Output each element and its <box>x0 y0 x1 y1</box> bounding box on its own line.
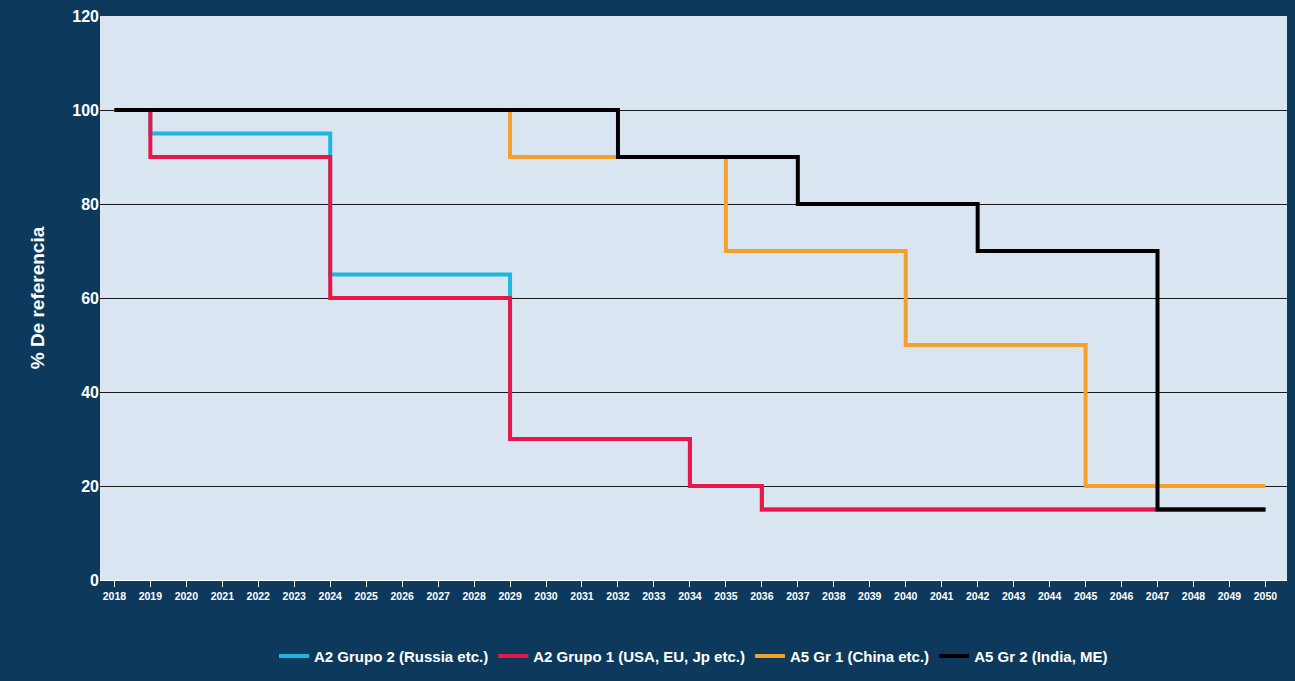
svg-text:120: 120 <box>72 8 99 25</box>
svg-text:2047: 2047 <box>1146 590 1170 602</box>
svg-text:2018: 2018 <box>103 590 127 602</box>
svg-text:2034: 2034 <box>678 590 702 602</box>
svg-text:2043: 2043 <box>1002 590 1026 602</box>
svg-text:60: 60 <box>81 290 99 307</box>
svg-text:40: 40 <box>81 384 99 401</box>
svg-text:2048: 2048 <box>1182 590 1206 602</box>
svg-text:2023: 2023 <box>283 590 307 602</box>
svg-text:2033: 2033 <box>642 590 666 602</box>
svg-text:2035: 2035 <box>714 590 738 602</box>
svg-text:2050: 2050 <box>1254 590 1278 602</box>
svg-text:2028: 2028 <box>462 590 486 602</box>
svg-text:2024: 2024 <box>319 590 343 602</box>
svg-text:2031: 2031 <box>570 590 594 602</box>
svg-text:2027: 2027 <box>426 590 450 602</box>
svg-text:2036: 2036 <box>750 590 774 602</box>
svg-text:2026: 2026 <box>390 590 414 602</box>
svg-text:2039: 2039 <box>858 590 882 602</box>
svg-text:2038: 2038 <box>822 590 846 602</box>
svg-text:2040: 2040 <box>894 590 918 602</box>
svg-text:2037: 2037 <box>786 590 810 602</box>
svg-text:2046: 2046 <box>1110 590 1134 602</box>
svg-text:2042: 2042 <box>966 590 990 602</box>
svg-text:0: 0 <box>90 572 99 589</box>
svg-text:A5 Gr 1 (China etc.): A5 Gr 1 (China etc.) <box>790 648 929 665</box>
svg-text:2032: 2032 <box>606 590 630 602</box>
svg-text:2049: 2049 <box>1218 590 1242 602</box>
svg-text:2020: 2020 <box>175 590 199 602</box>
svg-text:A5 Gr 2 (India, ME): A5 Gr 2 (India, ME) <box>974 648 1107 665</box>
svg-text:2045: 2045 <box>1074 590 1098 602</box>
svg-text:A2 Grupo 2 (Russia etc.): A2 Grupo 2 (Russia etc.) <box>314 648 488 665</box>
svg-text:A2 Grupo 1 (USA, EU, Jp etc.): A2 Grupo 1 (USA, EU, Jp etc.) <box>533 648 745 665</box>
svg-text:% De referencia: % De referencia <box>27 226 48 369</box>
svg-text:2019: 2019 <box>139 590 163 602</box>
svg-text:100: 100 <box>72 102 99 119</box>
svg-text:2022: 2022 <box>247 590 271 602</box>
svg-text:2025: 2025 <box>355 590 379 602</box>
svg-text:80: 80 <box>81 196 99 213</box>
svg-text:2044: 2044 <box>1038 590 1062 602</box>
svg-text:2029: 2029 <box>498 590 522 602</box>
svg-text:20: 20 <box>81 478 99 495</box>
svg-text:2030: 2030 <box>534 590 558 602</box>
svg-text:2021: 2021 <box>211 590 235 602</box>
svg-text:2041: 2041 <box>930 590 954 602</box>
